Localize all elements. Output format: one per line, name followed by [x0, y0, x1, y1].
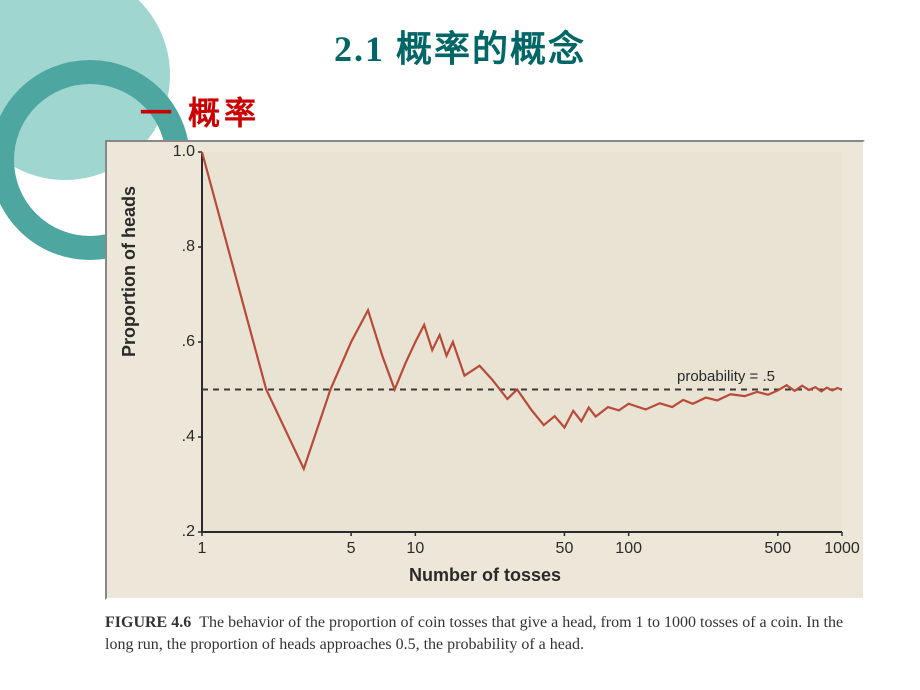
x-tick-label: 100: [615, 540, 642, 558]
reference-line-label: probability = .5: [677, 368, 775, 385]
y-tick-label: .2: [169, 523, 195, 541]
plot-area: probability = .5: [202, 152, 842, 532]
figure-caption: FIGURE 4.6 The behavior of the proportio…: [105, 612, 865, 655]
figure-container: Proportion of heads Number of tosses pro…: [105, 140, 865, 600]
x-tick-label: 5: [347, 540, 356, 558]
page-title: 2.1 概率的概念: [0, 20, 920, 72]
x-tick-label: 50: [556, 540, 574, 558]
x-tick-label: 1000: [824, 540, 860, 558]
caption-label: FIGURE 4.6: [105, 614, 191, 631]
caption-text: The behavior of the proportion of coin t…: [105, 614, 843, 653]
y-tick-label: .6: [169, 333, 195, 351]
y-tick-label: .8: [169, 238, 195, 256]
section-subtitle: 一 概率: [140, 88, 260, 134]
x-axis-label: Number of tosses: [107, 565, 863, 586]
x-tick-label: 10: [406, 540, 424, 558]
chart-svg: [202, 152, 842, 532]
y-axis-label: Proportion of heads: [119, 186, 140, 357]
x-tick-label: 1: [198, 540, 207, 558]
y-tick-label: 1.0: [169, 143, 195, 161]
x-tick-label: 500: [764, 540, 791, 558]
y-tick-label: .4: [169, 428, 195, 446]
